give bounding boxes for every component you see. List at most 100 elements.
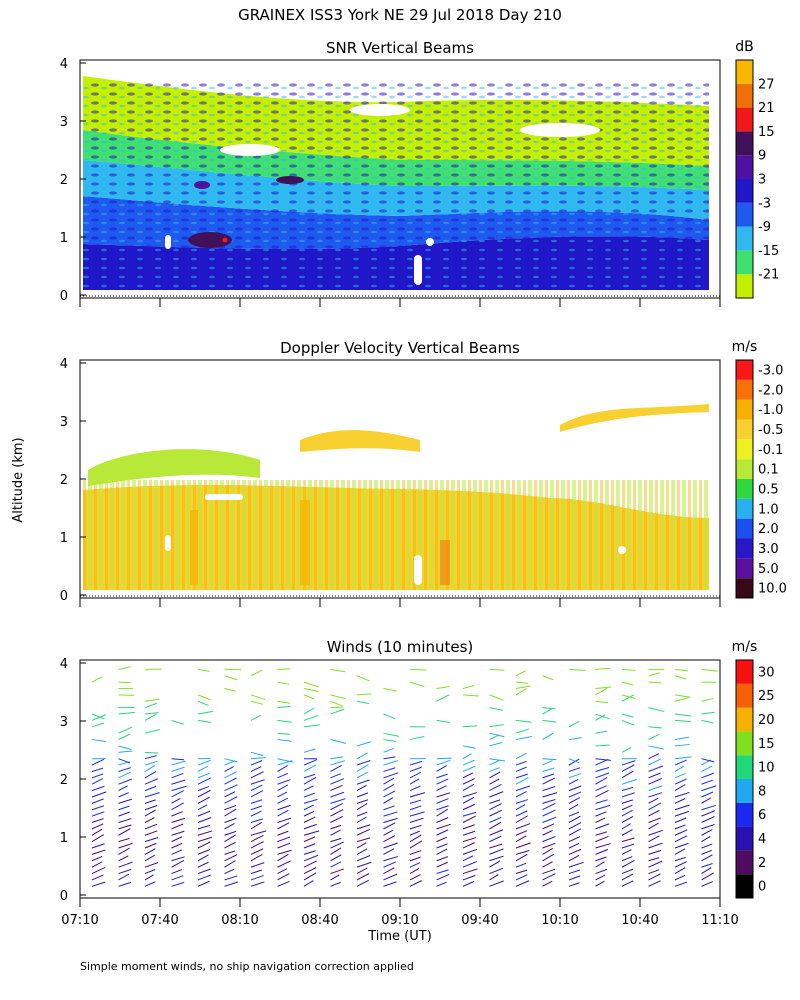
wind-barb xyxy=(383,842,398,849)
wind-barb xyxy=(197,868,211,875)
wind-barb xyxy=(277,668,291,670)
colorbar-swatch xyxy=(736,578,753,598)
colorbar-label: 2 xyxy=(758,856,766,871)
wind-barb xyxy=(409,778,420,785)
wind-barb xyxy=(595,758,611,761)
wind-barb xyxy=(515,777,529,785)
wind-barb xyxy=(515,766,527,772)
wind-barb xyxy=(595,880,605,887)
wind-barb xyxy=(542,868,556,875)
wind-barb xyxy=(330,708,345,715)
y-tick-label: 1 xyxy=(60,831,68,846)
colorbar-label: 21 xyxy=(758,101,775,116)
wind-barb xyxy=(330,841,345,849)
wind-barb xyxy=(144,854,155,862)
wind-barb xyxy=(462,837,477,843)
wind-barb xyxy=(515,785,531,792)
colorbar-label: -3 xyxy=(758,196,771,211)
wind-barb xyxy=(542,880,553,887)
wind-barb xyxy=(409,805,422,811)
wind-barb xyxy=(277,791,288,798)
wind-barb xyxy=(621,849,632,855)
wind-barb xyxy=(648,802,662,811)
wind-barb xyxy=(171,760,186,766)
wind-barb xyxy=(356,867,368,874)
wind-barb xyxy=(462,745,476,749)
wind-barb xyxy=(515,835,527,843)
wind-barb xyxy=(674,772,686,779)
wind-barb xyxy=(489,880,504,887)
wind-barb xyxy=(356,752,368,760)
wind-barb xyxy=(648,835,660,843)
wind-barb xyxy=(250,848,264,855)
winds-panel: Winds (10 minutes) 0 1 2 3 4 07:10 07:40 08:10… xyxy=(60,638,775,944)
wind-barb xyxy=(224,808,237,817)
wind-barb xyxy=(648,792,663,798)
wind-barb xyxy=(144,713,157,721)
wind-barb xyxy=(595,714,606,721)
snr-hotspot-4 xyxy=(222,237,228,243)
wind-barb xyxy=(542,675,554,681)
wind-barb xyxy=(621,694,636,700)
wind-barb xyxy=(462,830,476,836)
wind-barb xyxy=(277,719,292,723)
wind-barb xyxy=(330,739,347,744)
snr-x-ticks xyxy=(79,298,721,307)
wind-barb xyxy=(356,879,369,887)
wind-barb xyxy=(436,874,450,881)
wind-barb xyxy=(568,758,580,766)
wind-barb xyxy=(330,881,341,887)
wind-barb xyxy=(277,700,291,704)
wind-barb xyxy=(91,828,103,836)
colorbar-swatch xyxy=(736,731,753,756)
wind-barb xyxy=(595,772,610,779)
wind-barb xyxy=(595,686,612,690)
wind-barb xyxy=(701,779,713,785)
snr-y-axis: 0 1 2 3 4 xyxy=(60,57,86,304)
wind-barb xyxy=(303,798,318,804)
wind-barb xyxy=(409,785,421,792)
wind-barb xyxy=(515,760,527,766)
wind-barb xyxy=(303,810,315,817)
wind-barb xyxy=(277,830,289,836)
wind-barb xyxy=(674,810,689,817)
wind-barb xyxy=(171,823,184,830)
wind-barb xyxy=(515,810,528,817)
wind-barb xyxy=(330,756,343,760)
wind-barb xyxy=(436,773,448,779)
wind-barb xyxy=(515,815,529,823)
wind-barb xyxy=(144,799,156,804)
colorbar-swatch xyxy=(736,498,753,519)
wind-barb xyxy=(303,764,317,772)
wind-barb xyxy=(595,785,607,792)
wind-barb xyxy=(224,760,235,766)
winds-y-axis: 0 1 2 3 4 xyxy=(60,657,86,904)
wind-barb xyxy=(144,755,157,760)
wind-barb xyxy=(568,773,582,779)
colorbar-swatch xyxy=(736,179,753,203)
wind-barb xyxy=(568,721,580,728)
wind-barb xyxy=(462,783,475,792)
wind-barb xyxy=(489,732,505,738)
wind-barb xyxy=(250,669,263,677)
wind-barb xyxy=(303,688,319,693)
wind-barb xyxy=(568,785,582,792)
wind-barb xyxy=(197,817,212,823)
wind-barb xyxy=(330,791,345,798)
wind-barb xyxy=(674,756,692,760)
wind-barb xyxy=(91,849,106,855)
wind-barb xyxy=(330,778,345,785)
wind-barb xyxy=(648,869,660,875)
wind-barb xyxy=(648,765,664,772)
figure-title: GRAINEX ISS3 York NE 29 Jul 2018 Day 210 xyxy=(238,6,562,24)
wind-barb xyxy=(542,873,556,881)
wind-barb xyxy=(144,862,159,868)
wind-barb xyxy=(144,792,160,798)
wind-barb xyxy=(648,857,660,862)
wind-barb xyxy=(621,843,635,849)
wind-barb xyxy=(277,764,288,772)
wind-barb xyxy=(515,853,528,862)
wind-barb xyxy=(648,860,663,868)
wind-barb xyxy=(674,765,684,772)
wind-barb xyxy=(595,835,609,843)
